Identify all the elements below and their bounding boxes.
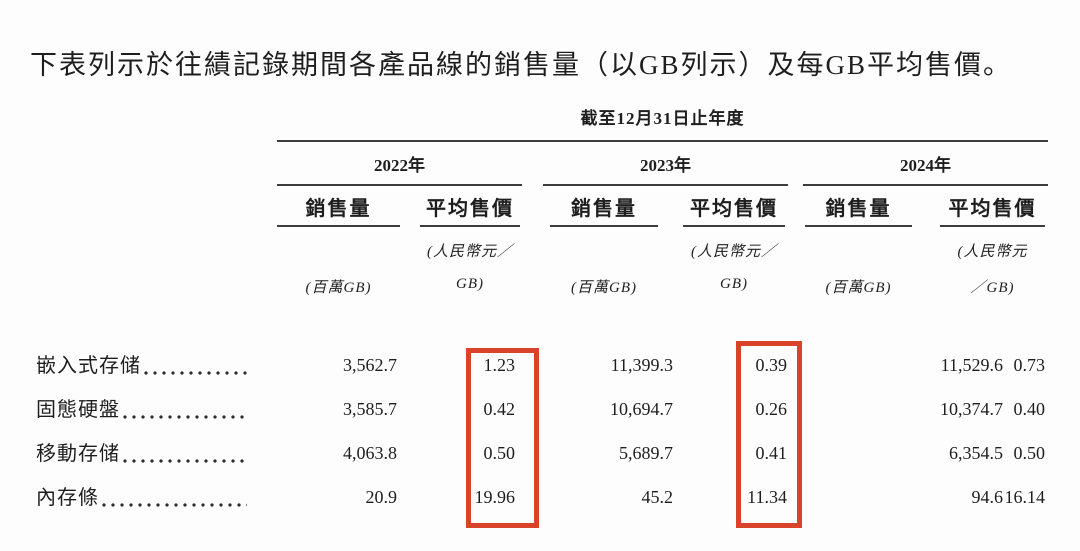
row-label-text: 嵌入式存储 xyxy=(36,355,141,377)
cell-2024-volume: 6,354.5 xyxy=(949,443,1003,463)
cell-2022-price: 1.23 xyxy=(483,355,516,375)
row-label-text: 內存條 xyxy=(36,487,99,509)
year-header-2024: 2024年 xyxy=(803,150,1048,186)
cell-2024-volume: 94.6 xyxy=(971,487,1004,507)
unit-2022-price-line1: (人民幣元／ xyxy=(427,244,513,260)
table-row: 嵌入式存储 3,562.7 1.23 11,399.3 0.39 11,529.… xyxy=(0,352,1080,379)
cell-2024-price: 0.40 xyxy=(1013,399,1046,419)
cell-2023-volume: 10,694.7 xyxy=(610,399,673,419)
cell-2024-volume: 10,374.7 xyxy=(940,399,1003,419)
unit-2022-volume: (百萬GB) xyxy=(305,280,372,296)
row-label-memory-module: 內存條 xyxy=(36,484,249,511)
highlight-box-2023-price xyxy=(736,341,802,528)
row-label-ssd: 固態硬盤 xyxy=(36,396,249,423)
cell-2024-price: 0.50 xyxy=(1013,443,1046,463)
year-header-2022: 2022年 xyxy=(277,150,522,186)
cell-2022-price: 19.96 xyxy=(474,487,516,507)
unit-2022-price-line2: GB) xyxy=(456,276,484,292)
cell-2024-price: 0.73 xyxy=(1013,355,1046,375)
cell-2022-volume: 3,562.7 xyxy=(343,355,397,375)
table-row: 移動存储 4,063.8 0.50 5,689.7 0.41 6,354.5 0… xyxy=(0,440,1080,467)
dot-leader xyxy=(123,455,247,464)
dot-leader xyxy=(123,411,247,420)
unit-2024-volume: (百萬GB) xyxy=(825,280,892,296)
column-header-2024-price: 平均售價 xyxy=(940,194,1045,227)
unit-2024-price-line2: ／GB) xyxy=(970,280,1015,296)
table-period-header: 截至12月31日止年度 xyxy=(580,109,745,128)
cell-2022-volume: 20.9 xyxy=(365,487,398,507)
column-header-2024-volume: 銷售量 xyxy=(805,194,912,227)
dot-leader xyxy=(102,499,247,508)
row-label-text: 固態硬盤 xyxy=(36,399,120,421)
cell-2022-volume: 4,063.8 xyxy=(343,443,397,463)
table-row: 固態硬盤 3,585.7 0.42 10,694.7 0.26 10,374.7… xyxy=(0,396,1080,423)
cell-2023-volume: 45.2 xyxy=(641,487,674,507)
unit-2024-price-line1: (人民幣元 xyxy=(957,244,1028,260)
cell-2024-volume: 11,529.6 xyxy=(940,355,1003,375)
cell-2022-price: 0.50 xyxy=(483,443,516,463)
cell-2023-price: 0.39 xyxy=(755,355,788,375)
intro-paragraph: 下表列示於往績記錄期間各產品線的銷售量（以GB列示）及每GB平均售價。 xyxy=(30,50,1013,80)
cell-2024-price: 16.14 xyxy=(1004,487,1046,507)
year-header-2023: 2023年 xyxy=(543,150,788,186)
cell-2022-price: 0.42 xyxy=(483,399,516,419)
unit-2023-price-line1: (人民幣元／ xyxy=(691,244,777,260)
column-header-2022-price: 平均售價 xyxy=(420,194,520,227)
unit-2023-price-line2: GB) xyxy=(720,276,748,292)
column-header-2022-volume: 銷售量 xyxy=(277,194,400,227)
cell-2023-price: 0.26 xyxy=(755,399,788,419)
table-row: 內存條 20.9 19.96 45.2 11.34 94.6 16.14 xyxy=(0,484,1080,511)
table-top-rule xyxy=(277,140,1048,142)
row-label-embedded-storage: 嵌入式存储 xyxy=(36,352,249,379)
cell-2023-price: 11.34 xyxy=(747,487,787,507)
dot-leader xyxy=(144,367,247,376)
column-header-2023-price: 平均售價 xyxy=(683,194,785,227)
cell-2022-volume: 3,585.7 xyxy=(343,399,397,419)
unit-2023-volume: (百萬GB) xyxy=(571,280,637,296)
row-label-text: 移動存储 xyxy=(36,443,120,465)
cell-2023-volume: 5,689.7 xyxy=(619,443,673,463)
cell-2023-volume: 11,399.3 xyxy=(610,355,673,375)
row-label-mobile-storage: 移動存储 xyxy=(36,440,249,467)
cell-2023-price: 0.41 xyxy=(755,443,788,463)
column-header-2023-volume: 銷售量 xyxy=(550,194,658,227)
highlight-box-2022-price xyxy=(466,348,539,528)
